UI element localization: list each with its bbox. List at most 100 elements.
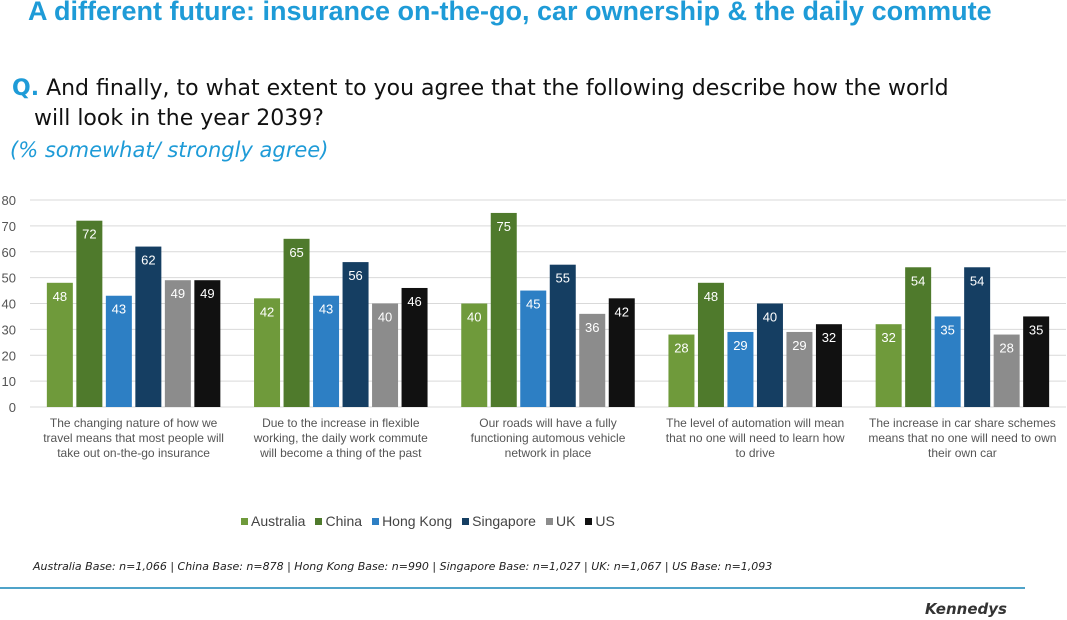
data-label: 49 <box>171 286 185 301</box>
data-label: 48 <box>704 289 718 304</box>
legend-item: Hong Kong <box>372 513 452 529</box>
bar <box>668 334 695 407</box>
y-tick-label: 80 <box>2 193 16 208</box>
bar <box>608 298 635 407</box>
data-label: 32 <box>822 330 836 345</box>
legend-label: Hong Kong <box>382 513 453 529</box>
legend-label: UK <box>555 513 576 529</box>
legend-swatch <box>545 517 553 525</box>
x-tick-label: The increase in car share schemes means t… <box>868 416 1056 460</box>
y-tick-label: 40 <box>2 297 16 312</box>
y-tick-label: 20 <box>2 348 16 363</box>
data-label: 65 <box>289 245 303 260</box>
x-tick-label: The level of automation will mean that no… <box>666 416 845 460</box>
bar <box>254 298 281 407</box>
data-label: 56 <box>348 268 362 283</box>
x-tick-label: The changing nature of how we travel mean… <box>43 416 224 460</box>
data-label: 35 <box>940 322 954 337</box>
y-tick-label: 50 <box>2 271 16 286</box>
question-text: Q. And finally, to what extent to you ag… <box>12 74 1052 134</box>
data-label: 28 <box>674 341 688 356</box>
bar <box>135 246 162 407</box>
legend-item: Australia <box>241 513 305 529</box>
data-label: 40 <box>763 310 777 325</box>
bar <box>342 262 369 407</box>
bar <box>401 287 428 407</box>
legend-label: Singapore <box>472 513 536 529</box>
y-tick-label: 30 <box>2 322 16 337</box>
data-label: 49 <box>200 286 214 301</box>
data-label: 36 <box>585 320 599 335</box>
data-label: 43 <box>319 302 333 317</box>
bar <box>461 303 488 407</box>
legend-swatch <box>241 517 248 525</box>
bar <box>905 267 932 407</box>
legend-item: China <box>315 513 362 529</box>
bar <box>520 290 547 407</box>
bar <box>756 303 783 407</box>
bar <box>786 331 813 407</box>
legend-swatch <box>585 517 593 525</box>
footer-divider <box>0 587 1025 589</box>
data-label: 46 <box>407 294 421 309</box>
question-line-1: And finally, to what extent to you agree… <box>46 76 949 101</box>
bar <box>964 267 991 407</box>
x-tick-label: Our roads will have a fully functioning a… <box>471 416 626 460</box>
legend-label: US <box>595 513 615 529</box>
data-label: 29 <box>733 338 747 353</box>
legend-item: UK <box>545 513 576 529</box>
bar <box>875 324 902 407</box>
bar <box>313 295 340 407</box>
data-label: 35 <box>1029 322 1043 337</box>
legend-swatch <box>372 517 380 525</box>
bar <box>105 295 132 407</box>
legend-swatch <box>315 517 323 525</box>
question-marker: Q. <box>12 76 40 101</box>
data-label: 42 <box>615 304 629 319</box>
question-line-2: will look in the year 2039? <box>34 106 324 131</box>
legend-swatch <box>462 517 470 525</box>
bar <box>490 212 517 407</box>
data-label: 32 <box>881 330 895 345</box>
bar <box>46 282 73 407</box>
bar <box>164 280 191 407</box>
y-tick-label: 0 <box>9 400 16 415</box>
data-label: 54 <box>970 273 984 288</box>
bar <box>76 220 103 407</box>
bar <box>579 313 606 407</box>
bar <box>549 264 576 407</box>
bar-chart: 0 10 20 30 40 50 60 70 80 48 72 43 62 49 49 The changin… <box>2 193 1066 460</box>
data-label: 43 <box>112 302 126 317</box>
data-label: 55 <box>556 271 570 286</box>
y-tick-label: 10 <box>2 374 16 389</box>
bar <box>993 334 1020 407</box>
data-label: 42 <box>260 304 274 319</box>
data-label: 62 <box>141 253 155 268</box>
data-label: 29 <box>792 338 806 353</box>
data-label: 40 <box>378 310 392 325</box>
data-label: 54 <box>911 273 925 288</box>
bar <box>727 331 754 407</box>
bar <box>283 238 310 407</box>
data-label: 75 <box>497 219 511 234</box>
legend-item: Singapore <box>462 513 536 529</box>
y-tick-label: 70 <box>2 219 16 234</box>
y-tick-label: 60 <box>2 245 16 260</box>
x-tick-label: Due to the increase in flexible working, … <box>253 416 428 460</box>
bar <box>194 280 221 407</box>
bar <box>1023 316 1050 407</box>
legend-label: Australia <box>251 513 306 529</box>
bar <box>372 303 399 407</box>
chart-legend: Australia China Hong Kong Singapore UK US <box>241 513 615 529</box>
bar <box>934 316 961 407</box>
legend-label: China <box>325 513 363 529</box>
base-note: Australia Base: n=1,066 | China Base: n=… <box>33 560 773 573</box>
chart-subtitle: (% somewhat/ strongly agree) <box>10 138 329 162</box>
brand-logo-text: Kennedys <box>925 600 1007 618</box>
bar <box>697 282 724 407</box>
data-label: 40 <box>467 310 481 325</box>
legend-item: US <box>585 513 615 529</box>
data-label: 48 <box>53 289 67 304</box>
page-title: A different future: insurance on-the-go,… <box>28 0 992 26</box>
bar <box>815 324 842 407</box>
